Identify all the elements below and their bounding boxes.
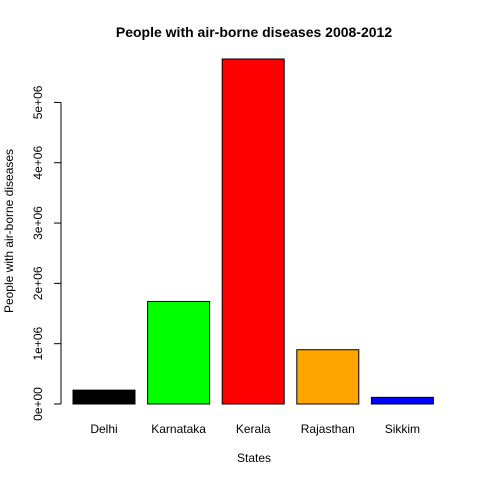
x-tick-labels: Delhi Karnataka Kerala Rajasthan Sikkim: [90, 422, 420, 436]
bar-kerala: [222, 59, 284, 404]
y-tick-label: 5e+06: [31, 85, 45, 119]
x-tick-label: Karnataka: [151, 422, 206, 436]
x-tick-label: Delhi: [90, 422, 117, 436]
bar-karnataka: [148, 301, 210, 404]
y-tick-label: 1e+06: [31, 327, 45, 361]
y-tick-label: 3e+06: [31, 206, 45, 240]
y-tick-label: 0e+00: [31, 387, 45, 421]
y-tick-label: 2e+06: [31, 266, 45, 300]
chart-title: People with air-borne diseases 2008-2012: [116, 24, 392, 40]
bar-delhi: [73, 390, 135, 404]
x-tick-label: Sikkim: [385, 422, 420, 436]
y-axis-label: People with air-borne diseases: [2, 149, 16, 313]
y-tick-label: 4e+06: [31, 146, 45, 180]
x-axis-label: States: [237, 451, 271, 465]
bar-sikkim: [371, 397, 433, 404]
bar-rajasthan: [297, 350, 359, 404]
x-tick-label: Kerala: [236, 422, 271, 436]
x-tick-label: Rajasthan: [301, 422, 355, 436]
y-axis: 0e+00 1e+06 2e+06 3e+06 4e+06 5e+06: [31, 85, 61, 421]
bars-group: [73, 59, 433, 404]
